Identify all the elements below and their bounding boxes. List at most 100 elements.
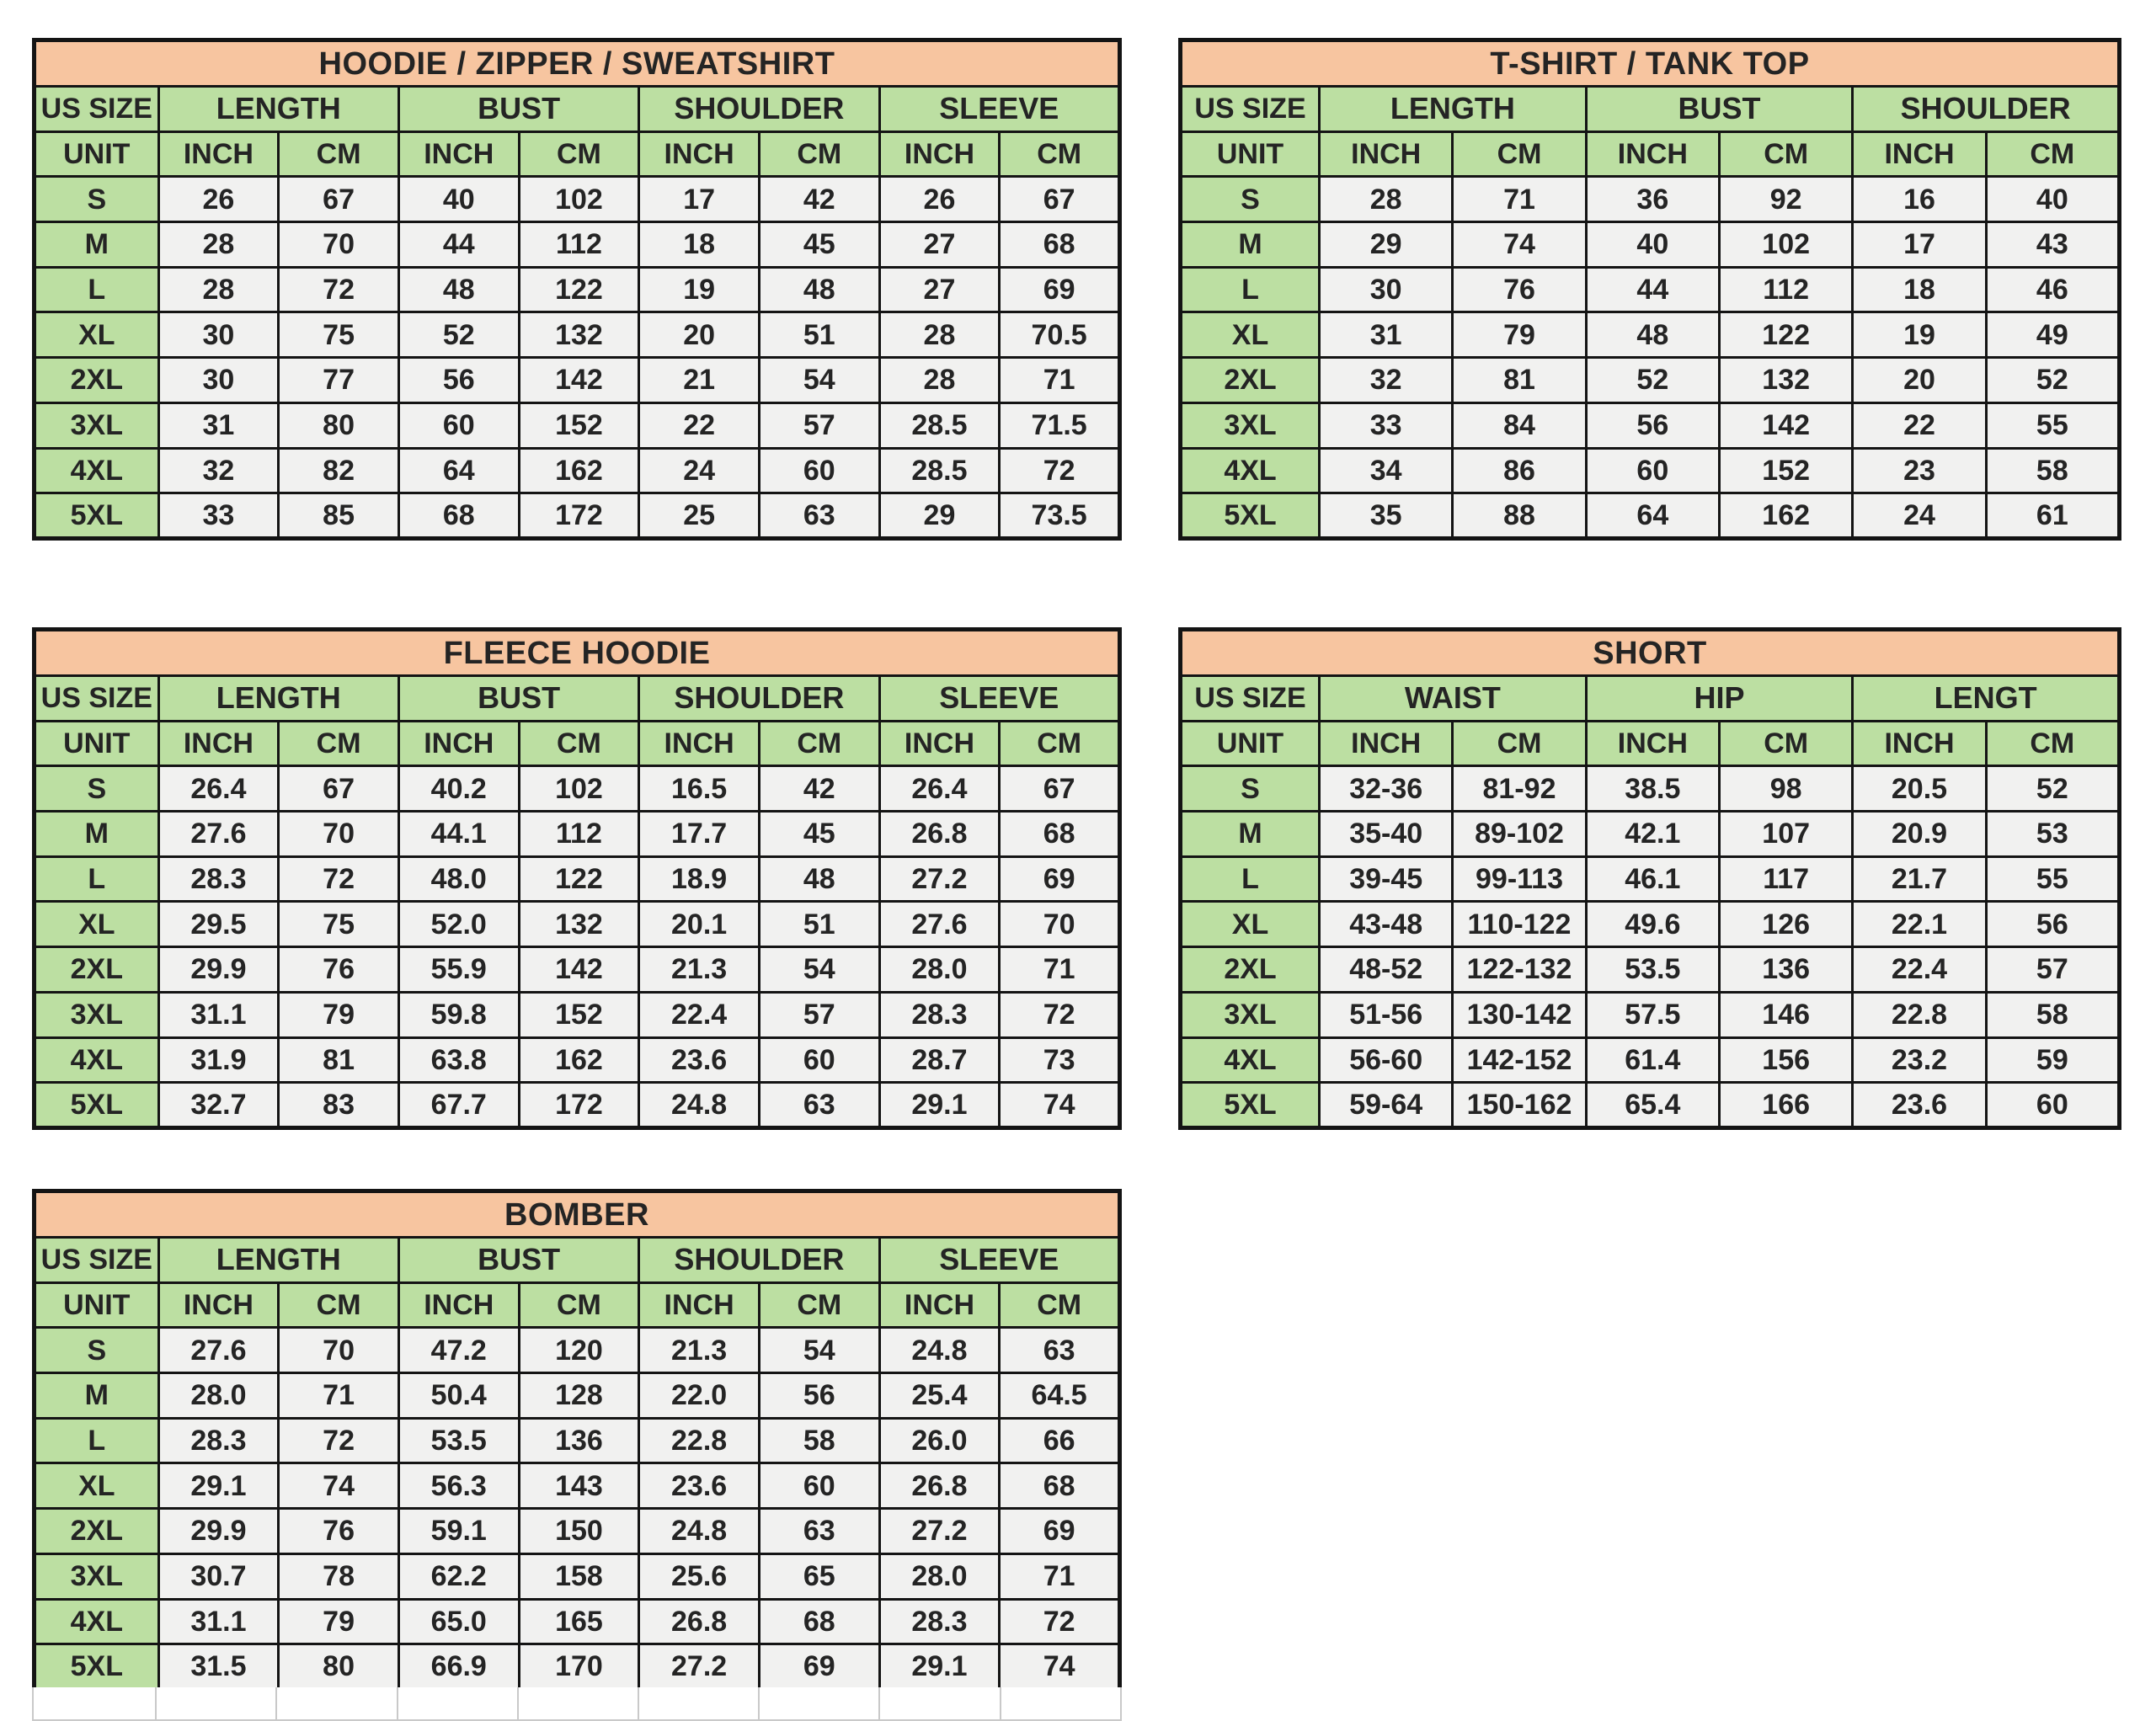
unit-header: INCH (157, 719, 280, 768)
value-cell: 69 (998, 265, 1121, 314)
unit-header: UNIT (1178, 719, 1321, 768)
table-row: L 28.3 72 53.5 136 22.8 58 26.0 66 (33, 1416, 1121, 1465)
unit-header: CM (1451, 130, 1588, 178)
value-cell: 53 (1984, 810, 2121, 858)
table-row: L 30 76 44 112 18 46 (1178, 265, 2121, 314)
value-cell: 74 (277, 1462, 400, 1511)
value-cell: 162 (517, 446, 641, 495)
table-row: 4XL 31.9 81 63.8 162 23.6 60 28.7 73 (33, 1036, 1121, 1084)
size-label-cell: L (33, 1416, 160, 1465)
size-label-cell: 3XL (1178, 990, 1321, 1039)
value-cell: 26.8 (638, 1597, 760, 1646)
table-row: 2XL 32 81 52 132 20 52 (1178, 356, 2121, 404)
table-row: 4XL 34 86 60 152 23 58 (1178, 446, 2121, 495)
value-cell: 48-52 (1318, 946, 1454, 994)
value-cell: 48 (757, 855, 881, 903)
unit-row: UNIT INCH CM INCH CM INCH CM (1178, 719, 2121, 768)
column-group-row: US SIZE LENGTH BUST SHOULDER SLEEVE (33, 674, 1122, 722)
size-chart-table: SHORT US SIZE WAIST HIP LENGT UNIT INCH CM INCH C… (1178, 627, 2121, 1130)
size-label-cell: L (1178, 265, 1321, 314)
value-cell: 27.2 (878, 855, 1001, 903)
unit-header: CM (757, 130, 881, 178)
value-cell: 21 (638, 356, 760, 404)
table-row: 3XL 33 84 56 142 22 55 (1178, 401, 2121, 450)
unit-header: CM (1984, 719, 2121, 768)
column-group-header: LENGT (1851, 674, 2121, 722)
value-cell: 126 (1717, 900, 1854, 949)
size-chart-table: FLEECE HOODIE US SIZE LENGTH BUST SHOULDER SL… (32, 627, 1122, 1130)
size-chart-table: T-SHIRT / TANK TOP US SIZE LENGTH BUST SHOUL… (1178, 38, 2121, 541)
size-label-cell: 4XL (33, 1597, 160, 1646)
value-cell: 136 (517, 1416, 641, 1465)
value-cell: 68 (998, 221, 1121, 269)
value-cell: 70.5 (998, 311, 1121, 360)
value-cell: 48 (1584, 311, 1721, 360)
us-size-header: US SIZE (1178, 674, 1321, 722)
table-row: L 39-45 99-113 46.1 117 21.7 55 (1178, 855, 2121, 903)
unit-header: CM (1451, 719, 1588, 768)
value-cell: 142 (517, 946, 641, 994)
empty-cell (880, 1687, 1001, 1721)
table-row: S 32-36 81-92 38.5 98 20.5 52 (1178, 765, 2121, 813)
value-cell: 32.7 (157, 1081, 280, 1129)
value-cell: 70 (277, 221, 400, 269)
value-cell: 27 (878, 265, 1001, 314)
column-group-header: BUST (1584, 85, 1854, 133)
value-cell: 71 (1451, 175, 1588, 224)
value-cell: 70 (277, 1326, 400, 1375)
value-cell: 78 (277, 1552, 400, 1601)
value-cell: 35 (1318, 492, 1454, 540)
value-cell: 49.6 (1584, 900, 1721, 949)
value-cell: 75 (277, 311, 400, 360)
value-cell: 56 (757, 1372, 881, 1420)
value-cell: 150 (517, 1507, 641, 1555)
unit-header: CM (517, 130, 641, 178)
table-row: XL 43-48 110-122 49.6 126 22.1 56 (1178, 900, 2121, 949)
value-cell: 22.4 (638, 990, 760, 1039)
size-chart-table: BOMBER US SIZE LENGTH BUST SHOULDER SLEEVE UNI… (32, 1189, 1122, 1692)
value-cell: 112 (1717, 265, 1854, 314)
size-label-cell: 3XL (33, 401, 160, 450)
table-title: FLEECE HOODIE (33, 628, 1121, 677)
value-cell: 29.1 (157, 1462, 280, 1511)
value-cell: 170 (517, 1643, 641, 1691)
value-cell: 59-64 (1318, 1081, 1454, 1129)
size-label-cell: XL (1178, 311, 1321, 360)
empty-cell (518, 1687, 640, 1721)
unit-row: UNIT INCH CM INCH CM INCH CM INCH CM (33, 719, 1121, 768)
unit-header: CM (757, 1281, 881, 1329)
value-cell: 107 (1717, 810, 1854, 858)
value-cell: 26.8 (878, 1462, 1001, 1511)
value-cell: 79 (277, 990, 400, 1039)
table-title: SHORT (1179, 628, 2121, 677)
value-cell: 30.7 (157, 1552, 280, 1601)
size-label-cell: 5XL (33, 1081, 160, 1129)
value-cell: 136 (1717, 946, 1854, 994)
value-cell: 72 (277, 1416, 400, 1465)
value-cell: 142 (1717, 401, 1854, 450)
value-cell: 102 (1717, 221, 1854, 269)
value-cell: 69 (757, 1643, 881, 1691)
value-cell: 20.5 (1851, 765, 1988, 813)
size-label-cell: 4XL (33, 1036, 160, 1084)
value-cell: 19 (1851, 311, 1988, 360)
value-cell: 44 (1584, 265, 1721, 314)
unit-header: INCH (1584, 719, 1721, 768)
value-cell: 65.0 (397, 1597, 520, 1646)
value-cell: 24 (638, 446, 760, 495)
value-cell: 42 (757, 175, 881, 224)
table-row: 5XL 32.7 83 67.7 172 24.8 63 29.1 74 (33, 1081, 1121, 1129)
value-cell: 54 (757, 946, 881, 994)
table-row: M 35-40 89-102 42.1 107 20.9 53 (1178, 810, 2121, 858)
column-group-row: US SIZE LENGTH BUST SHOULDER (1178, 85, 2121, 133)
table-row: L 28.3 72 48.0 122 18.9 48 27.2 69 (33, 855, 1121, 903)
value-cell: 66 (998, 1416, 1121, 1465)
value-cell: 64.5 (998, 1372, 1121, 1420)
column-group-header: SHOULDER (638, 674, 881, 722)
size-label-cell: L (33, 855, 160, 903)
value-cell: 60 (757, 1462, 881, 1511)
value-cell: 27.6 (157, 810, 280, 858)
empty-cell (277, 1687, 398, 1721)
value-cell: 27.6 (157, 1326, 280, 1375)
size-table-short: SHORT US SIZE WAIST HIP LENGT UNIT INCH CM INCH C… (1178, 627, 2121, 1130)
